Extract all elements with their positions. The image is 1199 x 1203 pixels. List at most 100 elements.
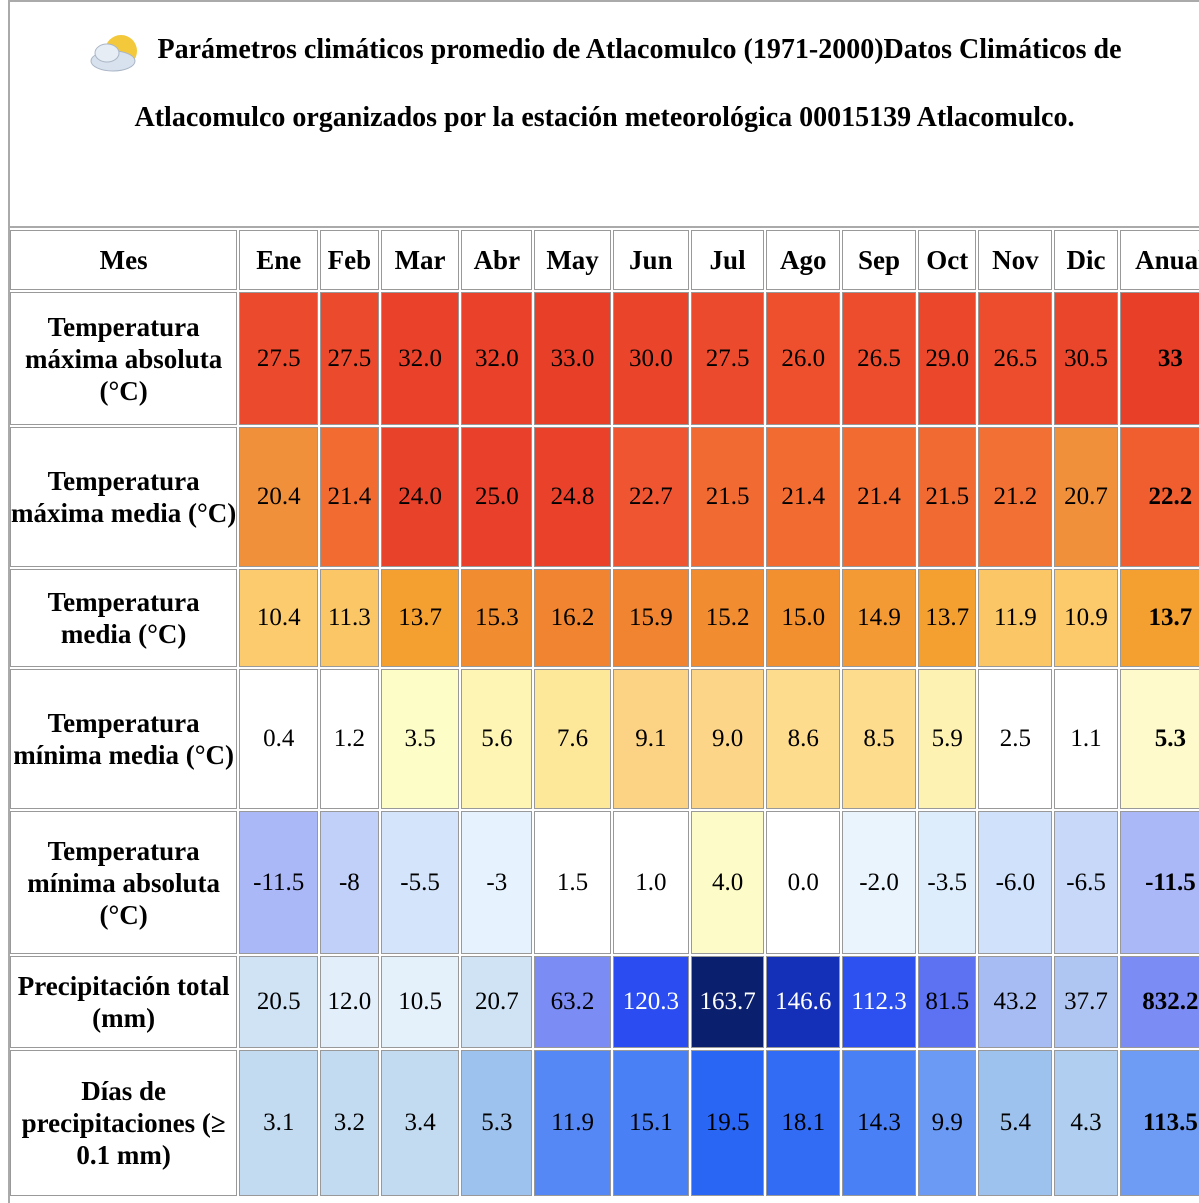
- value-cell: 3.1: [239, 1050, 319, 1196]
- row-label: Temperatura mínima absoluta (°C): [10, 811, 238, 954]
- value-cell: 22.7: [612, 427, 689, 567]
- value-cell: 1.5: [534, 811, 611, 954]
- value-cell: 3.5: [380, 669, 460, 809]
- value-cell: 7.6: [534, 669, 611, 809]
- table-row: Temperatura máxima media (°C) 20.4 21.4 24.…: [10, 427, 1199, 567]
- table-row: Temperatura media (°C) 10.4 11.3 13.7 15.3 16…: [10, 569, 1199, 667]
- value-cell: 21.4: [842, 427, 916, 567]
- value-cell: -6.5: [1054, 811, 1118, 954]
- value-cell: 113.5: [1119, 1050, 1199, 1196]
- value-cell: 15.3: [461, 569, 533, 667]
- table-row: Temperatura mínima media (°C) 0.4 1.2 3.5 5.…: [10, 669, 1199, 809]
- value-cell: 22.2: [1119, 427, 1199, 567]
- value-cell: 15.2: [690, 569, 765, 667]
- value-cell: 5.9: [917, 669, 977, 809]
- header-cell: Jul: [690, 230, 765, 290]
- row-label: Temperatura máxima absoluta (°C): [10, 292, 238, 425]
- value-cell: 10.4: [239, 569, 319, 667]
- value-cell: 14.3: [842, 1050, 916, 1196]
- value-cell: 112.3: [842, 956, 916, 1048]
- value-cell: -2.0: [842, 811, 916, 954]
- value-cell: 15.1: [612, 1050, 689, 1196]
- value-cell: 9.0: [690, 669, 765, 809]
- value-cell: 26.5: [842, 292, 916, 425]
- row-label: Temperatura mínima media (°C): [10, 669, 238, 809]
- value-cell: 5.3: [461, 1050, 533, 1196]
- value-cell: 16.2: [534, 569, 611, 667]
- value-cell: 21.2: [978, 427, 1053, 567]
- table-row: Temperatura máxima absoluta (°C) 27.5 27.5…: [10, 292, 1199, 425]
- value-cell: 21.5: [690, 427, 765, 567]
- value-cell: 5.3: [1119, 669, 1199, 809]
- value-cell: 37.7: [1054, 956, 1118, 1048]
- row-label: Temperatura máxima media (°C): [10, 427, 238, 567]
- value-cell: 11.9: [534, 1050, 611, 1196]
- value-cell: 4.0: [690, 811, 765, 954]
- header-cell: Mar: [380, 230, 460, 290]
- value-cell: 27.5: [320, 292, 379, 425]
- value-cell: 25.0: [461, 427, 533, 567]
- header-cell: May: [534, 230, 611, 290]
- header-cell: Anual: [1119, 230, 1199, 290]
- value-cell: 26.5: [978, 292, 1053, 425]
- value-cell: 5.4: [978, 1050, 1053, 1196]
- value-cell: 2.5: [978, 669, 1053, 809]
- value-cell: 11.3: [320, 569, 379, 667]
- header-cell: Ene: [239, 230, 319, 290]
- value-cell: 8.6: [766, 669, 841, 809]
- value-cell: 18.1: [766, 1050, 841, 1196]
- row-label: Días de precipitaciones (≥ 0.1 mm): [10, 1050, 238, 1196]
- value-cell: 5.6: [461, 669, 533, 809]
- header-cell: Mes: [10, 230, 238, 290]
- value-cell: 43.2: [978, 956, 1053, 1048]
- value-cell: 9.9: [917, 1050, 977, 1196]
- value-cell: 29.0: [917, 292, 977, 425]
- table-row: Días de precipitaciones (≥ 0.1 mm) 3.1 3.2…: [10, 1050, 1199, 1196]
- table-row: Precipitación total (mm) 20.5 12.0 10.5 20.7…: [10, 956, 1199, 1048]
- value-cell: 0.0: [766, 811, 841, 954]
- value-cell: 30.5: [1054, 292, 1118, 425]
- value-cell: 20.4: [239, 427, 319, 567]
- value-cell: 3.4: [380, 1050, 460, 1196]
- value-cell: -11.5: [239, 811, 319, 954]
- value-cell: -11.5: [1119, 811, 1199, 954]
- value-cell: 33: [1119, 292, 1199, 425]
- value-cell: 11.9: [978, 569, 1053, 667]
- value-cell: 832.2: [1119, 956, 1199, 1048]
- header-cell: Jun: [612, 230, 689, 290]
- value-cell: 27.5: [239, 292, 319, 425]
- value-cell: 1.1: [1054, 669, 1118, 809]
- value-cell: 146.6: [766, 956, 841, 1048]
- value-cell: 24.0: [380, 427, 460, 567]
- header-cell: Sep: [842, 230, 916, 290]
- value-cell: 24.8: [534, 427, 611, 567]
- value-cell: 0.4: [239, 669, 319, 809]
- value-cell: 3.2: [320, 1050, 379, 1196]
- value-cell: 81.5: [917, 956, 977, 1048]
- value-cell: 13.7: [1119, 569, 1199, 667]
- value-cell: 33.0: [534, 292, 611, 425]
- value-cell: 4.3: [1054, 1050, 1118, 1196]
- climate-box: Parámetros climáticos promedio de Atlaco…: [8, 0, 1199, 1203]
- value-cell: 19.5: [690, 1050, 765, 1196]
- row-label: Precipitación total (mm): [10, 956, 238, 1048]
- value-cell: 10.5: [380, 956, 460, 1048]
- value-cell: 1.2: [320, 669, 379, 809]
- value-cell: 20.5: [239, 956, 319, 1048]
- value-cell: -3.5: [917, 811, 977, 954]
- header-cell: Ago: [766, 230, 841, 290]
- value-cell: 20.7: [461, 956, 533, 1048]
- value-cell: 9.1: [612, 669, 689, 809]
- value-cell: 163.7: [690, 956, 765, 1048]
- value-cell: -6.0: [978, 811, 1053, 954]
- value-cell: 30.0: [612, 292, 689, 425]
- value-cell: 32.0: [380, 292, 460, 425]
- value-cell: 10.9: [1054, 569, 1118, 667]
- value-cell: 12.0: [320, 956, 379, 1048]
- value-cell: 14.9: [842, 569, 916, 667]
- value-cell: 27.5: [690, 292, 765, 425]
- value-cell: 63.2: [534, 956, 611, 1048]
- climate-table: Mes Ene Feb Mar Abr May Jun Jul Ago Sep Oct Nov Dic A…: [10, 228, 1199, 1198]
- table-row: Temperatura mínima absoluta (°C) -11.5 -8-…: [10, 811, 1199, 954]
- caption-text: Parámetros climáticos promedio de Atlaco…: [134, 34, 1122, 133]
